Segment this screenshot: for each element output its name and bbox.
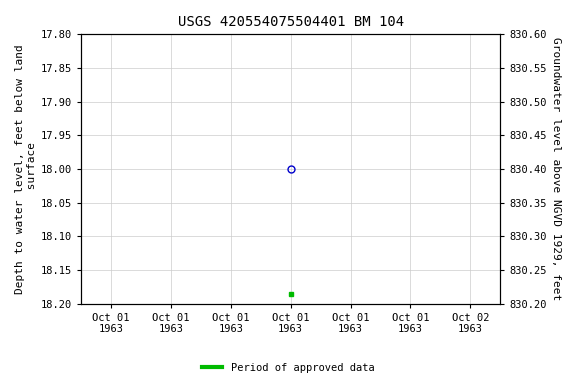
Title: USGS 420554075504401 BM 104: USGS 420554075504401 BM 104 (177, 15, 404, 29)
Y-axis label: Groundwater level above NGVD 1929, feet: Groundwater level above NGVD 1929, feet (551, 38, 561, 301)
Legend: Period of approved data: Period of approved data (198, 359, 378, 377)
Y-axis label: Depth to water level, feet below land
 surface: Depth to water level, feet below land su… (15, 44, 37, 294)
